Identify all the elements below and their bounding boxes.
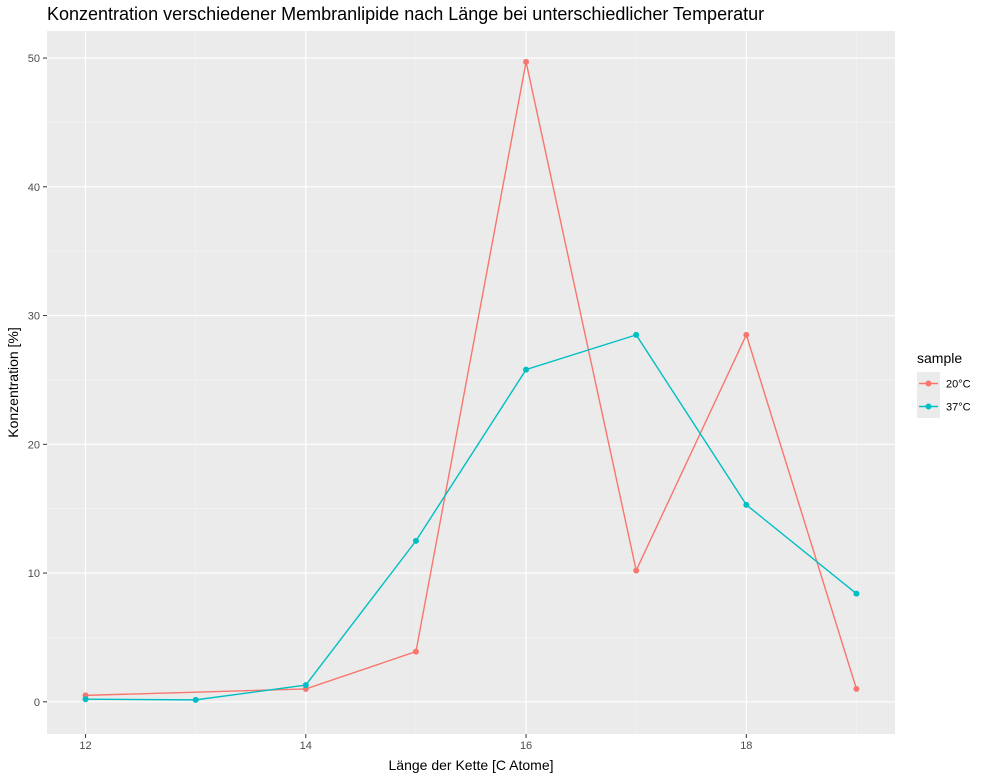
data-point — [853, 590, 860, 597]
legend-label: 37°C — [946, 402, 971, 414]
x-tick-label: 14 — [300, 740, 312, 752]
data-point — [302, 682, 309, 689]
chart-title: Konzentration verschiedener Membranlipid… — [47, 4, 765, 24]
y-axis-title: Konzentration [%] — [5, 327, 21, 438]
data-point — [523, 58, 530, 65]
series-layer — [82, 58, 860, 703]
legend: sample 20°C 37°C — [917, 350, 971, 418]
legend-label: 20°C — [946, 379, 971, 391]
series-line — [85, 334, 857, 701]
x-tick-label: 16 — [520, 740, 532, 752]
data-point — [412, 537, 419, 544]
legend-items: 20°C 37°C — [917, 372, 971, 418]
y-tick-label: 30 — [28, 311, 40, 323]
y-tick-labels: 0 10 20 30 40 50 — [28, 53, 40, 709]
data-point — [523, 366, 530, 373]
data-point — [743, 501, 750, 508]
y-tick-label: 0 — [34, 697, 40, 709]
data-point — [412, 648, 419, 655]
data-point — [853, 685, 860, 692]
grid-major — [47, 31, 895, 734]
x-tick-label: 12 — [79, 740, 91, 752]
data-point — [192, 696, 199, 703]
legend-item: 37°C — [917, 395, 971, 418]
data-point — [82, 696, 89, 703]
y-tick-label: 50 — [28, 53, 40, 65]
series-2 — [82, 331, 860, 703]
y-tick-label: 10 — [28, 568, 40, 580]
y-tick-label: 40 — [28, 182, 40, 194]
plot-panel — [47, 31, 895, 734]
legend-title: sample — [917, 350, 962, 366]
y-tick-label: 20 — [28, 439, 40, 451]
legend-key-point — [925, 403, 932, 410]
legend-key-point — [925, 380, 932, 387]
legend-item: 20°C — [917, 372, 971, 395]
grid-minor — [47, 31, 895, 734]
x-axis-title: Länge der Kette [C Atome] — [389, 757, 554, 773]
axis-ticks — [43, 57, 747, 738]
data-point — [633, 567, 640, 574]
data-point — [633, 331, 640, 338]
x-tick-labels: 12 14 16 18 — [79, 740, 752, 752]
data-point — [743, 331, 750, 338]
x-tick-label: 18 — [740, 740, 752, 752]
